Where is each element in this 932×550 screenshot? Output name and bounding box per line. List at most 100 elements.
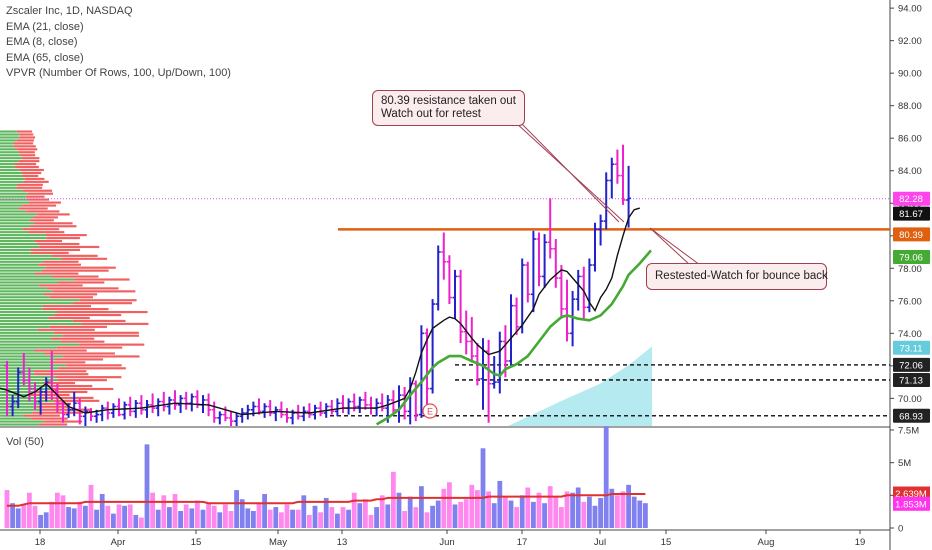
- legend-ema8[interactable]: EMA (8, close): [6, 36, 78, 48]
- volume-bar: [150, 492, 155, 528]
- volume-bar: [335, 513, 340, 528]
- volume-bar: [256, 503, 262, 528]
- ohlc-bar: [446, 255, 452, 305]
- vpvr-row-down: [30, 225, 77, 228]
- volume-legend[interactable]: Vol (50): [6, 436, 44, 448]
- ohlc-bar: [301, 406, 307, 422]
- volume-bar: [144, 444, 150, 528]
- volume-bar: [32, 505, 38, 528]
- ohlc-bar: [211, 401, 217, 423]
- volume-bar: [38, 514, 43, 528]
- vpvr-row-up: [0, 160, 19, 163]
- volume-bar: [519, 495, 525, 528]
- legend-vpvr[interactable]: VPVR (Number Of Rows, 100, Up/Down, 100): [6, 67, 231, 79]
- time-axis: 18 Apr 15 May 13 Jun 17 Jul 15 Aug 19: [35, 530, 865, 548]
- volume-bar: [391, 471, 396, 528]
- vpvr-row-down: [57, 379, 107, 382]
- ohlc-bar: [441, 232, 447, 280]
- vpvr-row-up: [0, 316, 49, 320]
- volume-bar: [122, 505, 127, 528]
- volume-bar: [66, 507, 71, 528]
- resistance-callout: 80.39 resistance taken out Watch out for…: [372, 90, 525, 126]
- volume-bar: [491, 503, 497, 528]
- legend-ema65[interactable]: EMA (65, close): [6, 51, 84, 64]
- vpvr-row-up: [0, 213, 37, 216]
- vpvr-row-down: [49, 361, 86, 364]
- vpvr-row-up: [0, 195, 26, 198]
- vpvr-row-down: [27, 192, 54, 195]
- volume-bar: [603, 426, 609, 528]
- price-label-box: [893, 250, 930, 265]
- ohlc-bar: [161, 391, 167, 412]
- vpvr-row-down: [42, 308, 109, 311]
- vpvr-row-up: [0, 393, 28, 397]
- volume-bar: [497, 480, 503, 528]
- vpvr-row-up: [0, 239, 35, 243]
- volume-bar: [312, 505, 318, 528]
- volume-bar: [363, 499, 368, 528]
- vpvr-row-down: [52, 290, 136, 293]
- volume-bar: [228, 511, 234, 528]
- ohlc-bar: [10, 395, 16, 417]
- volume-bar: [99, 494, 105, 528]
- vpvr-row-up: [0, 180, 24, 183]
- volume-bar: [329, 507, 335, 528]
- vpvr-row-up: [0, 355, 64, 358]
- volume-bar: [88, 484, 94, 528]
- legend-ema21[interactable]: EMA (21, close): [6, 20, 84, 33]
- volume-bar: [385, 504, 391, 528]
- vpvr-row-up: [0, 248, 31, 252]
- volume-bar: [514, 507, 519, 528]
- vpvr-row-up: [0, 154, 21, 157]
- vpvr-row-up: [0, 272, 35, 275]
- volume-bar: [452, 504, 458, 528]
- ohlc-bar: [228, 411, 234, 426]
- vpvr-row-up: [0, 275, 53, 278]
- vpvr-row-up: [0, 284, 39, 287]
- ohlc-bar: [245, 404, 251, 420]
- vpvr-row-up: [0, 408, 42, 411]
- vpvr-row-down: [50, 384, 93, 388]
- price-axis-label: 88.00: [898, 101, 922, 112]
- ohlc-bar: [536, 232, 542, 287]
- vpvr-row-down: [72, 302, 133, 305]
- vpvr-row-down: [54, 313, 122, 317]
- time-axis-label: 15: [191, 537, 202, 548]
- ohlc-bar: [592, 222, 598, 272]
- price-axis-label: 70.00: [898, 394, 922, 405]
- price-label: 68.93: [893, 408, 930, 423]
- vpvr-row-down: [41, 408, 91, 411]
- vpvr-row-up: [0, 204, 23, 207]
- vpvr-row-up: [0, 322, 82, 325]
- callout-pointer: [519, 121, 620, 223]
- vpvr-row-down: [57, 281, 105, 284]
- ohlc-bar: [525, 261, 531, 303]
- time-axis-label: Jul: [594, 537, 606, 548]
- volume-label-text: 2.639M: [895, 489, 927, 500]
- price-axis-label: 94.00: [898, 4, 922, 15]
- ohlc-bar: [284, 408, 290, 423]
- vpvr-row-up: [0, 225, 31, 228]
- price-axis-label: 74.00: [898, 329, 922, 340]
- ohlc-bar: [239, 408, 245, 423]
- vpvr-row-up: [0, 142, 14, 145]
- volume-bar: [105, 505, 111, 528]
- vpvr-row-up: [0, 319, 73, 323]
- vpvr-row-down: [45, 266, 116, 269]
- vpvr-row-down: [22, 174, 39, 178]
- ohlc-bar: [127, 396, 133, 417]
- ohlc-bar: [463, 310, 469, 355]
- vpvr-row-up: [0, 245, 40, 249]
- vpvr-row-up: [0, 151, 19, 154]
- ohlc-bar: [88, 408, 94, 422]
- vpvr-row-down: [13, 145, 36, 148]
- volume-bar: [564, 491, 570, 528]
- vpvr-row-down: [66, 364, 122, 367]
- volume-bar: [592, 505, 598, 528]
- legend-title[interactable]: Zscaler Inc, 1D, NASDAQ: [6, 5, 133, 17]
- volume-bar: [525, 487, 531, 528]
- volume-bar: [475, 490, 480, 528]
- volume-bar: [211, 505, 217, 528]
- vpvr-row-up: [0, 174, 23, 178]
- volume-bar: [295, 509, 301, 528]
